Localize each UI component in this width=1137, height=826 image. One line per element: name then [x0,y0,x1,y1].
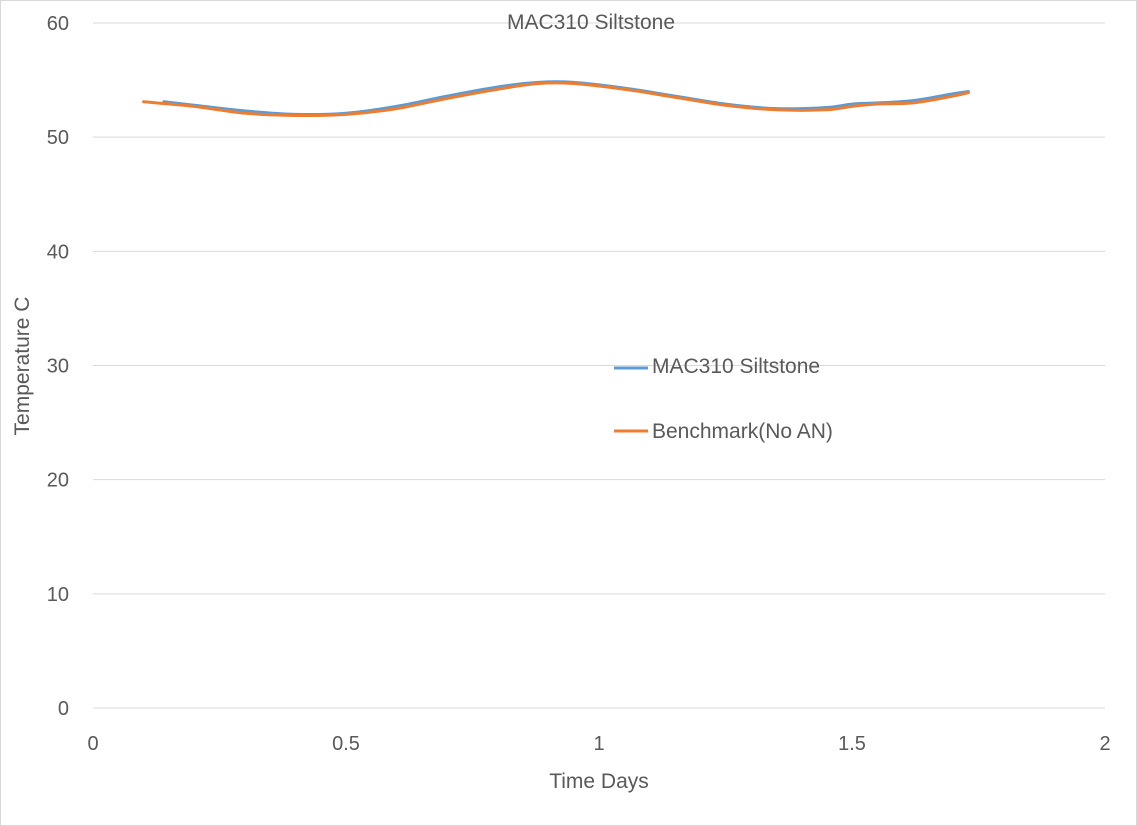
y-tick-label: 40 [47,241,69,263]
legend: MAC310 Siltstone Benchmark(No AN) [614,355,833,443]
y-tick-label: 30 [47,356,69,378]
series-line-benchmark [142,81,970,118]
y-tick-label: 60 [47,13,69,35]
x-tick-label: 2 [1099,733,1110,755]
x-tick-labels: 0 0.5 1 1.5 2 [87,733,1110,755]
series-line-mac310-siltstone [162,80,970,117]
series-lines [142,80,970,118]
legend-label-mac310-siltstone: MAC310 Siltstone [652,355,820,378]
chart-title: MAC310 Siltstone [507,11,675,34]
y-tick-labels: 0 10 20 30 40 50 60 [47,13,69,720]
y-axis-title: Temperature C [11,297,34,436]
x-tick-label: 0.5 [332,733,360,755]
y-tick-label: 10 [47,584,69,606]
x-tick-label: 0 [87,733,98,755]
x-axis-title: Time Days [549,770,649,793]
x-tick-label: 1 [593,733,604,755]
y-tick-label: 20 [47,470,69,492]
legend-label-benchmark: Benchmark(No AN) [652,420,833,443]
y-tick-label: 0 [58,698,69,720]
gridlines [93,22,1105,709]
y-tick-label: 50 [47,127,69,149]
x-tick-label: 1.5 [838,733,866,755]
